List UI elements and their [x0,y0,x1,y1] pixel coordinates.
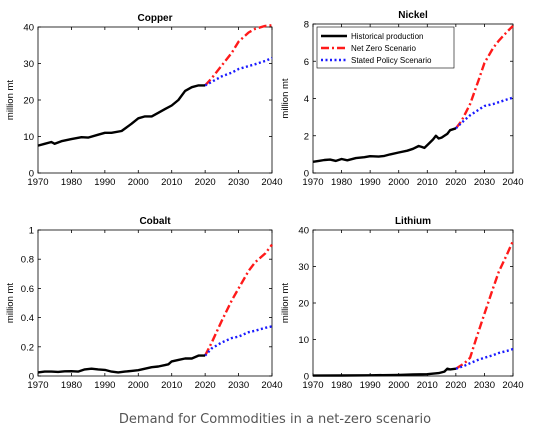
copper-xtick-label: 2030 [228,177,249,188]
lithium-series-stated-policy-scenario [455,347,514,370]
cobalt-xtick-label: 2000 [128,380,149,391]
copper-series-historical-production [37,84,206,147]
copper-ytick-label: 20 [23,96,34,107]
lithium-xtick-label: 2010 [417,380,438,391]
cobalt-series-historical-production [37,354,206,374]
lithium-xtick-label: 1980 [331,380,352,391]
legend-label-historical-production: Historical production [351,32,423,41]
nickel-xtick-label: 2020 [445,177,466,188]
cobalt-ytick-label: 0 [29,372,34,383]
cobalt-ytick-label: 0.4 [21,313,34,324]
nickel-xtick-label: 2030 [474,177,495,188]
nickel-ytick-label: 6 [304,57,309,68]
lithium-xtick-label: 1990 [360,380,381,391]
cobalt-ytick-label: 0.2 [21,342,34,353]
lithium-xtick-label: 2040 [502,380,523,391]
legend-label-net-zero-scenario: Net Zero Scenario [351,44,416,53]
lithium-ytick-label: 30 [298,262,309,273]
nickel-xtick-label: 1990 [360,177,381,188]
copper-xtick-label: 1990 [94,177,115,188]
nickel-xtick-label: 1980 [331,177,352,188]
cobalt-title: Cobalt [139,216,171,227]
figure-caption: Demand for Commodities in a net-zero sce… [118,412,432,427]
copper-xtick-label: 2000 [128,177,149,188]
cobalt-xtick-label: 2040 [261,380,282,391]
lithium-plot-frame [312,229,514,377]
cobalt-ylabel: million mt [5,283,16,323]
nickel-series-net-zero-scenario [454,25,514,130]
lithium-series-historical-production [312,367,457,377]
cobalt-xtick-label: 1970 [27,380,48,391]
nickel-title: Nickel [398,10,428,21]
lithium-xtick-label: 2030 [474,380,495,391]
nickel-ytick-label: 0 [304,169,309,180]
copper-xtick-label: 2010 [161,177,182,188]
copper-ylabel: million mt [5,80,16,120]
lithium-series-net-zero-scenario [455,240,515,370]
cobalt-xtick-label: 1980 [61,380,82,391]
cobalt-series-net-zero-scenario [204,243,273,357]
copper-xtick-label: 1980 [61,177,82,188]
lithium-ytick-label: 10 [298,335,309,346]
nickel-xtick-label: 2010 [417,177,438,188]
cobalt-xtick-label: 2020 [195,380,216,391]
nickel-xtick-label: 1970 [302,177,323,188]
nickel-legend: Historical production Net Zero Scenario St… [316,26,455,69]
cobalt-xtick-label: 2030 [228,380,249,391]
cobalt-xtick-label: 1990 [94,380,115,391]
legend-label-stated-policy-scenario: Stated Policy Scenario [351,56,432,65]
nickel-ytick-label: 8 [304,20,309,31]
copper-series-net-zero-scenario [204,24,273,87]
lithium-xtick-label: 2000 [388,380,409,391]
cobalt-ytick-label: 1 [29,226,34,237]
lithium-ylabel: million mt [280,283,291,323]
cobalt-ytick-label: 0.8 [21,255,34,266]
lithium-ytick-label: 40 [298,226,309,237]
lithium-title: Lithium [395,216,431,227]
copper-ytick-label: 0 [29,169,34,180]
nickel-series-stated-policy-scenario [455,96,514,130]
nickel-xtick-label: 2040 [502,177,523,188]
copper-plot-frame [37,26,273,174]
nickel-ylabel: million mt [280,78,291,118]
nickel-ytick-label: 2 [304,131,309,142]
copper-ytick-label: 10 [23,132,34,143]
copper-title: Copper [138,13,173,24]
cobalt-series-stated-policy-scenario [204,325,273,357]
cobalt-plot-frame [37,229,273,377]
copper-xtick-label: 1970 [27,177,48,188]
copper-xtick-label: 2020 [195,177,216,188]
cobalt-xtick-label: 2010 [161,380,182,391]
copper-xtick-label: 2040 [261,177,282,188]
lithium-xtick-label: 1970 [302,380,323,391]
cobalt-chart: Cobalt million mt 1970 1980 1990 2000 2010 2020… [5,216,283,391]
lithium-ytick-label: 0 [304,372,309,383]
copper-series-stated-policy-scenario [204,56,273,87]
copper-ytick-label: 30 [23,59,34,70]
copper-ytick-label: 40 [23,23,34,34]
lithium-ytick-label: 20 [298,299,309,310]
lithium-xtick-label: 2020 [445,380,466,391]
nickel-ytick-label: 4 [304,94,309,105]
nickel-xtick-label: 2000 [388,177,409,188]
cobalt-ytick-label: 0.6 [21,284,34,295]
nickel-series-historical-production [312,127,457,163]
